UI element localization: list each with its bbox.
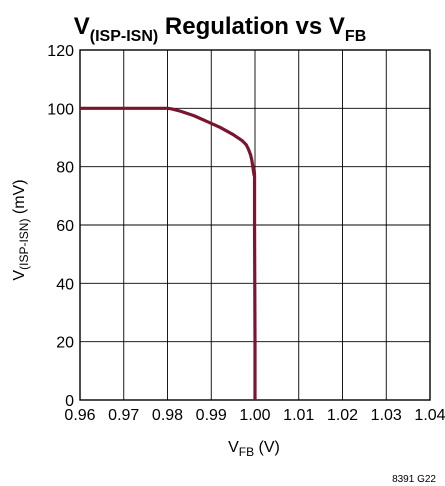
y-tick-label: 40: [56, 276, 74, 293]
x-tick-label: 0.96: [64, 407, 95, 424]
y-axis-label-rest: (mV): [11, 179, 28, 218]
x-axis-label-sub: FB: [239, 445, 254, 459]
x-tick-label: 1.01: [283, 407, 314, 424]
y-tick-label: 0: [65, 393, 74, 410]
x-tick-label: 1.00: [239, 407, 270, 424]
x-tick-label: 0.98: [152, 407, 183, 424]
y-tick-label: 60: [56, 218, 74, 235]
x-tick-label: 1.04: [414, 407, 445, 424]
series-line: [80, 106, 257, 400]
chart-title: V(ISP-ISN) Regulation vs VFB: [74, 13, 367, 45]
chart-title-main: V: [74, 13, 90, 40]
chart-title-rest: Regulation vs V: [158, 13, 345, 40]
series-layer: [80, 106, 257, 400]
x-tick-label: 0.97: [108, 407, 139, 424]
x-tick-label: 1.02: [327, 407, 358, 424]
x-tick-labels: 0.96 0.97 0.98 0.99 1.00 1.01 1.02 1.03 1.04: [64, 407, 445, 424]
x-tick-label: 1.03: [371, 407, 402, 424]
y-axis-label-sub: (ISP-ISN): [17, 219, 31, 270]
figure-id: 8391 G22: [392, 474, 436, 485]
y-tick-label: 120: [47, 43, 74, 60]
x-axis-label: VFB (V): [228, 439, 280, 459]
x-axis-label-rest: (V): [254, 439, 280, 456]
y-tick-label: 100: [47, 101, 74, 118]
chart-title-rest-sub: FB: [345, 28, 366, 45]
chart-title-main-sub: (ISP-ISN): [90, 28, 158, 45]
y-tick-label: 80: [56, 160, 74, 177]
y-tick-labels: 0 20 40 60 80 100 120: [47, 43, 74, 410]
y-axis-label-main: V: [11, 270, 28, 281]
y-tick-label: 20: [56, 335, 74, 352]
x-tick-label: 0.99: [196, 407, 227, 424]
x-axis-label-main: V: [228, 439, 239, 456]
y-axis-label: V(ISP-ISN) (mV): [11, 179, 31, 280]
